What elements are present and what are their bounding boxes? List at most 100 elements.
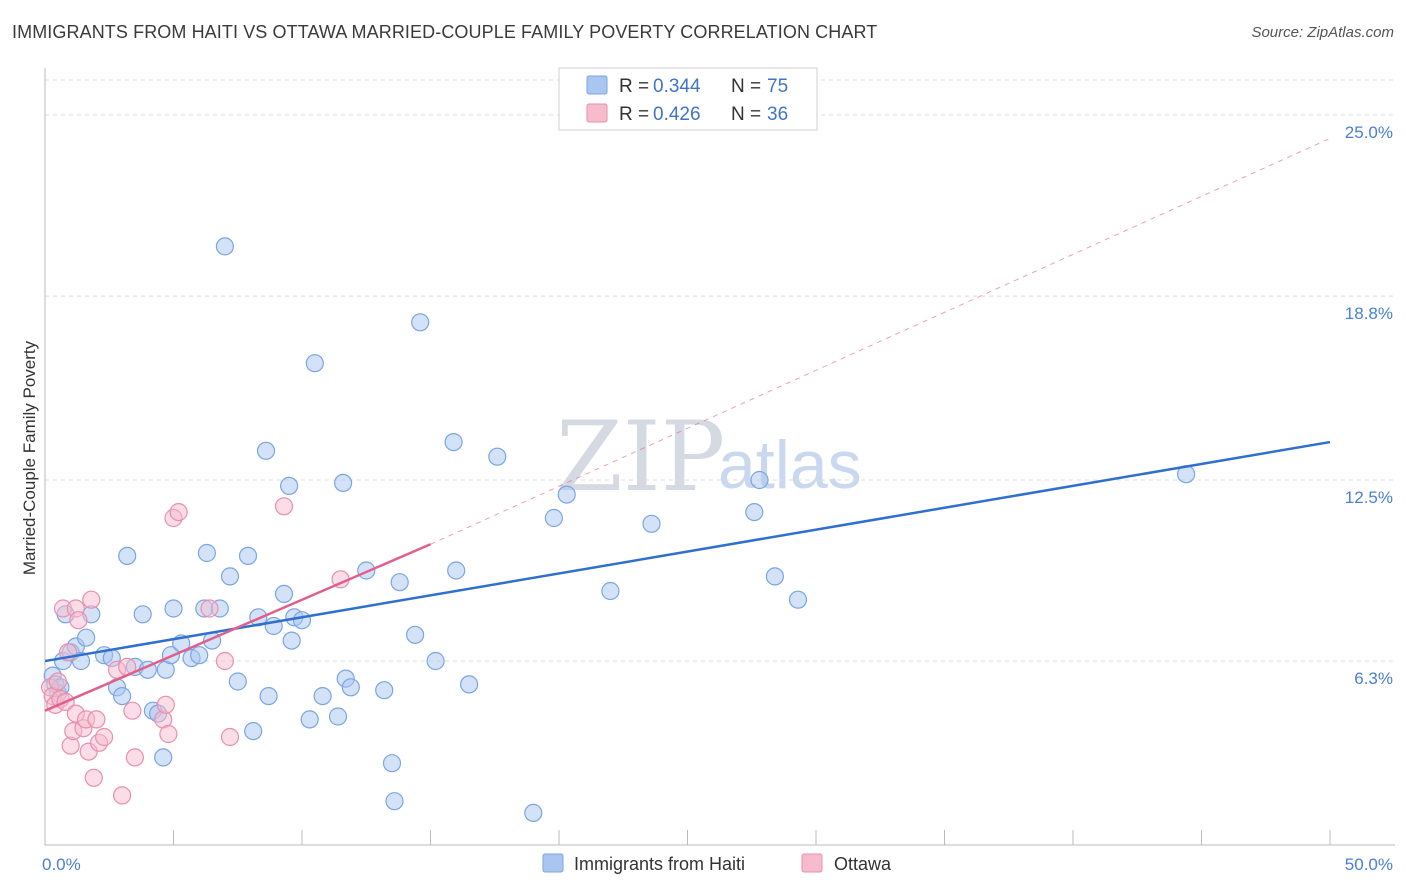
y-axis-label: Married-Couple Family Poverty bbox=[20, 340, 39, 575]
haiti-point-14 bbox=[112, 686, 132, 706]
haiti-point-48 bbox=[313, 686, 332, 706]
legend-n-value-haiti: 75 bbox=[767, 76, 788, 97]
ottawa-point-30 bbox=[169, 502, 188, 522]
legend-n-value-ottawa: 36 bbox=[767, 104, 788, 125]
haiti-point-59 bbox=[411, 313, 430, 332]
haiti-point-36 bbox=[244, 721, 263, 741]
haiti-point-62 bbox=[447, 561, 466, 580]
source-credit: Source: ZipAtlas.com bbox=[1251, 24, 1394, 41]
y-tick-label-3: 25.0% bbox=[1345, 123, 1393, 142]
haiti-point-45 bbox=[292, 611, 312, 630]
haiti-point-69 bbox=[642, 514, 661, 533]
haiti-point-9 bbox=[76, 628, 96, 647]
ottawa-point-18 bbox=[87, 710, 106, 729]
haiti-point-34 bbox=[228, 672, 247, 691]
ottawa-point-16 bbox=[82, 590, 101, 609]
haiti-point-50 bbox=[334, 473, 353, 492]
haiti-point-55 bbox=[382, 754, 402, 773]
haiti-point-21 bbox=[154, 748, 173, 767]
haiti-point-57 bbox=[390, 573, 409, 592]
haiti-point-42 bbox=[280, 476, 299, 495]
ottawa-point-31 bbox=[200, 599, 219, 618]
haiti-point-47 bbox=[305, 354, 324, 373]
ottawa-point-3 bbox=[48, 672, 68, 691]
haiti-point-54 bbox=[375, 681, 394, 700]
ottawa-point-17 bbox=[84, 768, 103, 787]
haiti-point-41 bbox=[274, 584, 294, 604]
haiti-point-60 bbox=[426, 651, 445, 671]
bottom-legend-label-ottawa: Ottawa bbox=[834, 854, 892, 874]
haiti-point-68 bbox=[601, 581, 620, 601]
haiti-point-43 bbox=[282, 631, 301, 650]
watermark-atlas: atlas bbox=[718, 427, 862, 503]
haiti-point-38 bbox=[256, 441, 276, 460]
y-tick-label-2: 18.8% bbox=[1345, 304, 1393, 323]
haiti-point-33 bbox=[220, 567, 240, 586]
series-legend: Immigrants from Haiti Ottawa bbox=[542, 853, 892, 874]
correlation-legend: R = 0.344 N = 75 R = 0.426 N = 36 bbox=[558, 67, 818, 131]
haiti-point-67 bbox=[557, 485, 576, 504]
haiti-points bbox=[43, 237, 1196, 823]
haiti-point-70 bbox=[745, 502, 764, 522]
ottawa-point-25 bbox=[125, 748, 144, 767]
ottawa-point-28 bbox=[159, 724, 178, 744]
legend-swatch-ottawa bbox=[586, 103, 608, 123]
legend-swatch-haiti bbox=[586, 75, 608, 95]
haiti-point-61 bbox=[444, 433, 463, 452]
haiti-point-73 bbox=[788, 590, 808, 609]
haiti-point-66 bbox=[544, 508, 564, 528]
bottom-legend-swatch-ottawa bbox=[801, 853, 823, 873]
haiti-point-72 bbox=[765, 567, 785, 586]
y-tick-labels: 6.3% 12.5% 18.8% 25.0% bbox=[1345, 123, 1393, 688]
haiti-point-64 bbox=[488, 447, 507, 466]
haiti-point-46 bbox=[300, 710, 319, 729]
haiti-point-29 bbox=[197, 543, 216, 563]
haiti-point-15 bbox=[118, 546, 137, 566]
y-tick-label-1: 12.5% bbox=[1345, 488, 1393, 507]
haiti-point-32 bbox=[215, 237, 234, 256]
ottawa-trend-line bbox=[44, 543, 431, 712]
legend-r-label-haiti: R = bbox=[619, 76, 649, 97]
legend-r-label-ottawa: R = bbox=[619, 104, 649, 125]
chart-title: IMMIGRANTS FROM HAITI VS OTTAWA MARRIED-… bbox=[12, 22, 878, 42]
ottawa-point-12 bbox=[69, 611, 88, 630]
ottawa-point-27 bbox=[156, 695, 175, 714]
legend-r-value-ottawa: 0.426 bbox=[653, 104, 701, 125]
ottawa-points bbox=[40, 440, 1331, 805]
x-tick-labels: 0.0% 50.0% bbox=[42, 855, 1393, 874]
ottawa-point-20 bbox=[94, 727, 114, 747]
haiti-point-35 bbox=[238, 546, 258, 566]
x-tick-label-min: 0.0% bbox=[42, 855, 81, 874]
watermark-zip: ZIP bbox=[556, 401, 725, 513]
watermark: ZIP atlas bbox=[556, 401, 862, 513]
haiti-point-71 bbox=[750, 470, 769, 490]
gridlines bbox=[45, 79, 1395, 662]
haiti-point-39 bbox=[259, 686, 278, 706]
ottawa-point-34 bbox=[274, 497, 294, 516]
bottom-legend-label-haiti: Immigrants from Haiti bbox=[574, 854, 745, 874]
haiti-point-49 bbox=[328, 707, 348, 726]
haiti-point-24 bbox=[164, 599, 183, 618]
legend-r-value-haiti: 0.344 bbox=[653, 76, 701, 97]
haiti-point-58 bbox=[406, 625, 425, 644]
haiti-point-17 bbox=[133, 605, 152, 624]
y-tick-label-0: 6.3% bbox=[1354, 669, 1393, 688]
x-tick-label-max: 50.0% bbox=[1345, 855, 1393, 874]
legend-n-label-haiti: N = bbox=[731, 76, 761, 97]
ottawa-point-32 bbox=[215, 651, 234, 671]
ottawa-point-33 bbox=[220, 727, 240, 747]
axes bbox=[44, 68, 1395, 846]
haiti-point-63 bbox=[460, 675, 479, 694]
haiti-trend-line bbox=[44, 440, 1331, 663]
bottom-legend-swatch-haiti bbox=[542, 853, 564, 873]
ottawa-point-22 bbox=[112, 786, 132, 805]
legend-n-label-ottawa: N = bbox=[731, 104, 761, 125]
ottawa-trend-extension bbox=[430, 137, 1331, 545]
ottawa-point-24 bbox=[123, 701, 142, 720]
trendlines bbox=[430, 137, 1331, 545]
haiti-point-65 bbox=[524, 803, 543, 823]
haiti-point-27 bbox=[190, 646, 209, 665]
haiti-point-52 bbox=[341, 678, 360, 697]
haiti-point-56 bbox=[385, 792, 404, 811]
